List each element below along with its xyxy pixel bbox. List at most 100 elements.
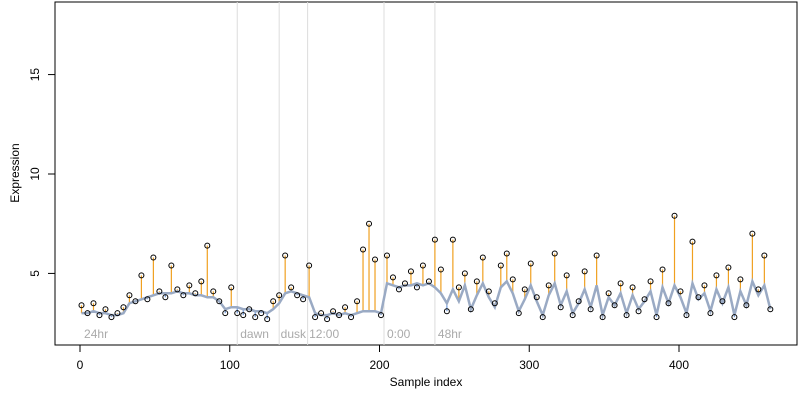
data-point xyxy=(683,312,690,319)
data-point xyxy=(479,254,486,261)
data-point xyxy=(503,250,510,257)
data-point xyxy=(455,284,462,291)
data-point xyxy=(186,282,193,289)
data-point xyxy=(701,282,708,289)
data-point xyxy=(132,298,139,305)
data-point xyxy=(330,308,337,315)
data-point xyxy=(366,220,373,227)
y-tick-label: 5 xyxy=(28,270,42,277)
data-point xyxy=(336,312,343,319)
data-point xyxy=(246,306,253,313)
x-tick-label: 300 xyxy=(519,358,539,372)
data-point xyxy=(258,310,265,317)
data-point xyxy=(300,296,307,303)
data-point xyxy=(641,296,648,303)
data-point xyxy=(395,286,402,293)
data-point xyxy=(264,316,271,323)
data-point xyxy=(78,302,85,309)
data-point xyxy=(617,280,624,287)
data-point xyxy=(168,262,175,269)
data-point xyxy=(599,314,606,321)
x-tick-label: 400 xyxy=(669,358,689,372)
data-point xyxy=(108,314,115,321)
data-point xyxy=(383,252,390,259)
data-point xyxy=(342,304,349,311)
data-point xyxy=(360,246,367,253)
data-point xyxy=(593,252,600,259)
data-point xyxy=(719,298,726,305)
event-label: 0:00 xyxy=(387,327,411,341)
data-point xyxy=(671,212,678,219)
data-point xyxy=(665,300,672,307)
y-axis-label: Expression xyxy=(8,143,22,202)
data-point xyxy=(527,260,534,267)
x-tick-label: 0 xyxy=(77,358,84,372)
event-label: dusk xyxy=(281,327,307,341)
data-point xyxy=(407,268,414,275)
data-point xyxy=(216,298,223,305)
data-point xyxy=(288,284,295,291)
data-point xyxy=(156,288,163,295)
data-point xyxy=(473,278,480,285)
data-point xyxy=(767,306,774,313)
data-point xyxy=(563,272,570,279)
data-point xyxy=(425,278,432,285)
data-point xyxy=(467,306,474,313)
data-point xyxy=(270,298,277,305)
data-point xyxy=(749,230,756,237)
data-point xyxy=(569,312,576,319)
data-point xyxy=(461,270,468,277)
data-point xyxy=(689,238,696,245)
data-point xyxy=(192,290,199,297)
data-point xyxy=(234,310,241,317)
data-point xyxy=(144,296,151,303)
data-point xyxy=(282,252,289,259)
event-label: 48hr xyxy=(438,327,462,341)
data-point xyxy=(725,264,732,271)
data-point xyxy=(653,314,660,321)
data-point xyxy=(240,312,247,319)
data-point xyxy=(629,284,636,291)
data-point xyxy=(210,288,217,295)
data-point xyxy=(389,274,396,281)
data-point xyxy=(413,284,420,291)
data-point xyxy=(557,304,564,311)
data-point xyxy=(378,312,385,319)
data-point xyxy=(354,298,361,305)
trend-line xyxy=(81,277,772,321)
y-tick-label: 15 xyxy=(28,68,42,82)
data-point xyxy=(491,300,498,307)
data-point xyxy=(539,314,546,321)
data-point xyxy=(515,310,522,317)
data-point xyxy=(533,294,540,301)
data-point xyxy=(102,306,109,313)
data-point xyxy=(755,286,762,293)
data-point xyxy=(90,300,97,307)
data-point xyxy=(449,236,456,243)
data-point xyxy=(204,242,211,249)
data-point xyxy=(228,284,235,291)
data-point xyxy=(575,298,582,305)
data-point xyxy=(587,306,594,313)
data-point xyxy=(180,292,187,299)
data-point xyxy=(120,304,127,311)
event-label: 12:00 xyxy=(309,327,339,341)
x-axis-label: Sample index xyxy=(390,375,463,389)
data-point xyxy=(431,236,438,243)
data-point xyxy=(509,276,516,283)
data-point xyxy=(437,266,444,273)
x-tick-label: 100 xyxy=(220,358,240,372)
data-point xyxy=(96,312,103,319)
data-point xyxy=(737,276,744,283)
x-tick-label: 200 xyxy=(369,358,389,372)
data-point xyxy=(401,280,408,287)
data-point xyxy=(581,268,588,275)
data-point xyxy=(623,312,630,319)
data-point xyxy=(198,278,205,285)
event-label: 24hr xyxy=(84,327,108,341)
data-point xyxy=(695,294,702,301)
data-point xyxy=(521,286,528,293)
data-point xyxy=(372,256,379,263)
data-point xyxy=(114,310,121,317)
